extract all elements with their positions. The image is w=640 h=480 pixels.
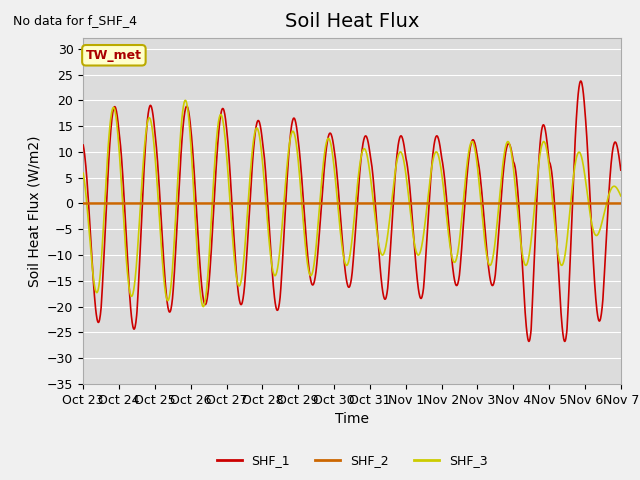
Legend: SHF_1, SHF_2, SHF_3: SHF_1, SHF_2, SHF_3 [212, 449, 492, 472]
Text: TW_met: TW_met [86, 49, 142, 62]
Y-axis label: Soil Heat Flux (W/m2): Soil Heat Flux (W/m2) [28, 135, 42, 287]
X-axis label: Time: Time [335, 412, 369, 426]
Title: Soil Heat Flux: Soil Heat Flux [285, 12, 419, 31]
Text: No data for f_SHF_4: No data for f_SHF_4 [13, 14, 137, 27]
